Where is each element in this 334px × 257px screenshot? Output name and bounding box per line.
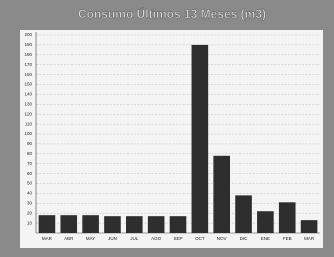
- chart-title: Consumo Últimos 13 Meses (m3): [78, 6, 266, 21]
- x-tick-label: JUL: [130, 236, 138, 241]
- x-tick-label: MAR: [42, 236, 53, 241]
- bar: [301, 220, 318, 233]
- bar: [170, 216, 187, 233]
- y-tick-label: 10: [27, 220, 33, 225]
- bar: [104, 216, 121, 233]
- bar: [39, 215, 56, 233]
- chart: Consumo Últimos 13 Meses (m3) 10 20 30 40 50…: [0, 0, 334, 257]
- x-tick-label: ABR: [64, 236, 74, 241]
- y-tick-label: 50: [27, 181, 33, 186]
- x-tick-label: AGO: [151, 236, 162, 241]
- y-tick-label: 20: [27, 210, 33, 215]
- y-tick-label: 40: [27, 191, 33, 196]
- y-tick-label: 190: [24, 42, 32, 47]
- x-tick-label: SEP: [173, 236, 182, 241]
- y-tick-label: 80: [27, 151, 33, 156]
- y-tick-label: 150: [24, 82, 32, 87]
- y-tick-label: 120: [24, 111, 32, 116]
- x-tick-label: JUN: [108, 236, 117, 241]
- bar: [192, 45, 209, 233]
- x-tick-label: MAR: [304, 236, 315, 241]
- y-tick-label: 30: [27, 200, 33, 205]
- y-tick-label: 170: [24, 62, 32, 67]
- bar: [213, 156, 230, 233]
- y-tick-label: 160: [24, 72, 32, 77]
- y-tick-label: 140: [24, 92, 32, 97]
- bar: [235, 195, 252, 233]
- bar: [126, 216, 143, 233]
- y-tick-label: 110: [25, 121, 33, 126]
- y-tick-label: 100: [24, 131, 32, 136]
- x-tick-label: OCT: [195, 236, 205, 241]
- bar: [279, 202, 296, 233]
- x-tick-label: FEB: [283, 236, 292, 241]
- bar: [257, 211, 274, 233]
- bar: [60, 215, 77, 233]
- x-tick-label: MAY: [86, 236, 95, 241]
- y-tick-label: 200: [24, 32, 32, 37]
- y-tick-label: 60: [27, 171, 33, 176]
- y-tick-label: 180: [24, 52, 32, 57]
- x-tick-label: NOV: [217, 236, 227, 241]
- bar: [148, 216, 165, 233]
- y-tick-label: 90: [27, 141, 33, 146]
- x-tick-label: DIC: [240, 236, 249, 241]
- y-tick-label: 70: [27, 161, 33, 166]
- bar: [82, 215, 99, 233]
- y-tick-label: 130: [24, 101, 32, 106]
- x-tick-label: ENE: [261, 236, 270, 241]
